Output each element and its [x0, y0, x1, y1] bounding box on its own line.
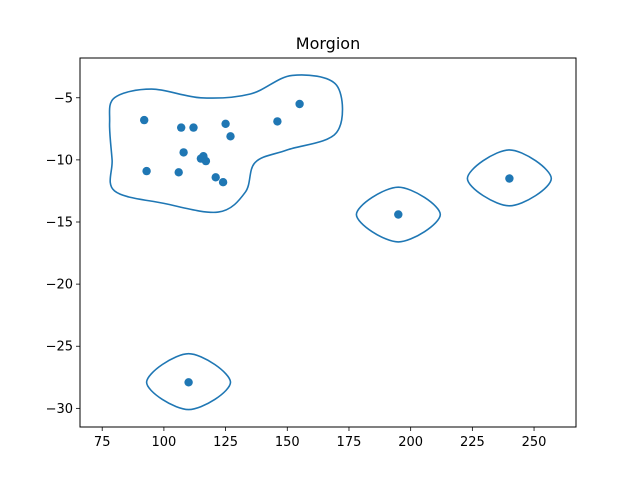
y-tick-label: −10 [46, 153, 73, 168]
data-point-8 [179, 148, 188, 157]
data-point-3 [189, 123, 198, 132]
x-tick-label: 75 [94, 435, 111, 450]
x-tick-label: 225 [460, 435, 485, 450]
contour-1 [108, 74, 344, 214]
y-tick-label: −5 [54, 91, 73, 106]
plot-frame [79, 57, 577, 428]
x-tick-label: 200 [398, 435, 423, 450]
data-point-7 [226, 132, 235, 141]
data-point-12 [142, 166, 151, 176]
axis-layer: 75 100 125 150 175 200 225 250 −5 −10 −15 −20 −25 −30 [46, 91, 547, 450]
x-tick-label: 250 [522, 435, 547, 450]
chart-title: Morgion [296, 34, 360, 53]
data-point-17 [505, 174, 514, 183]
data-point-13 [174, 168, 183, 177]
y-tick-label: −20 [46, 278, 73, 293]
point-layer [140, 99, 514, 387]
data-point-18 [184, 378, 193, 387]
contour-4 [145, 352, 232, 411]
contour-layer [108, 74, 553, 411]
data-point-6 [295, 99, 304, 109]
data-point-5 [273, 117, 282, 126]
y-tick-label: −30 [46, 402, 73, 417]
data-point-1 [140, 115, 149, 125]
data-point-11 [201, 156, 211, 166]
x-tick-label: 100 [151, 435, 176, 450]
x-tick-label: 125 [213, 435, 238, 450]
contour-3 [466, 149, 553, 207]
data-point-16 [394, 210, 403, 219]
contour-2 [355, 186, 442, 243]
x-tick-label: 175 [337, 435, 362, 450]
data-point-14 [211, 173, 220, 182]
y-tick-label: −25 [46, 340, 73, 355]
data-point-2 [177, 123, 186, 132]
y-tick-label: −15 [46, 216, 73, 231]
data-point-15 [218, 178, 228, 187]
data-point-4 [221, 119, 230, 128]
x-tick-label: 150 [275, 435, 300, 450]
